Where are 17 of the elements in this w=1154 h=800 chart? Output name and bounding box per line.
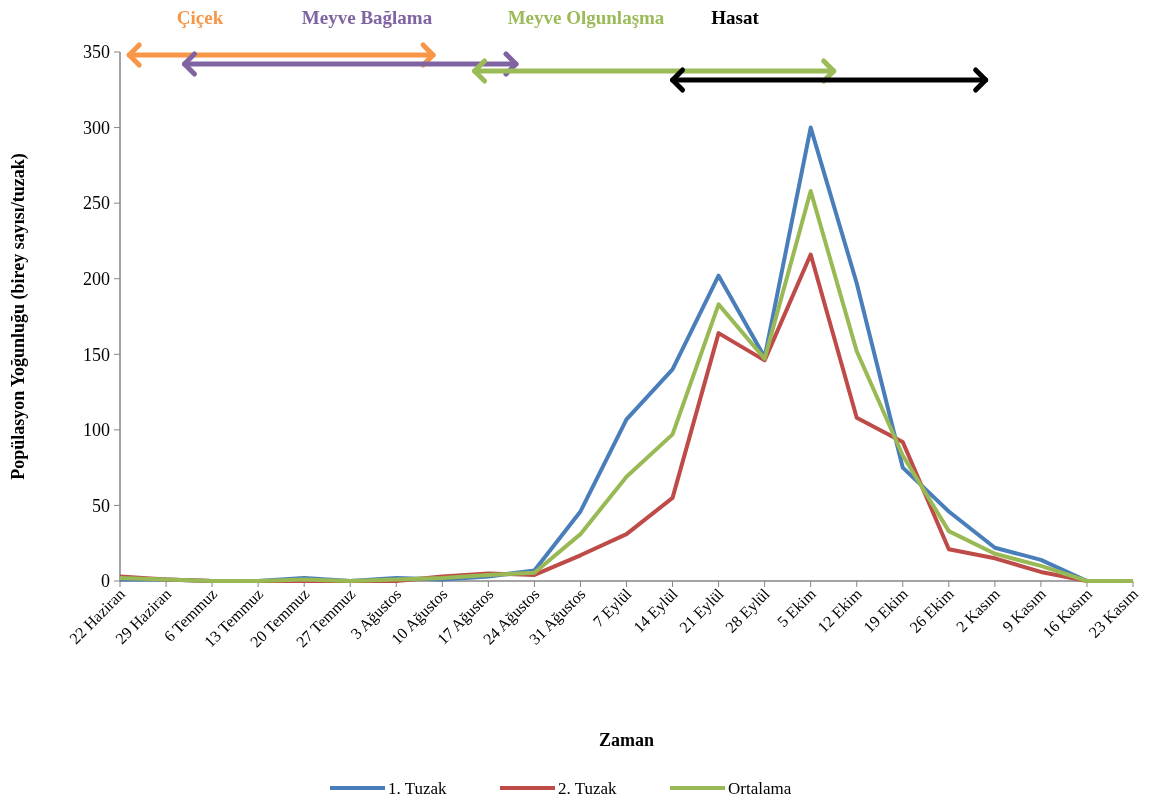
legend-label: 2. Tuzak (558, 778, 618, 798)
y-tick-label: 350 (83, 42, 110, 63)
y-axis-title: Popülasyon Yoğunluğu (birey sayısı/tuzak) (8, 153, 29, 480)
text: Çiçek (176, 7, 224, 28)
legend-label: Ortalama (728, 778, 792, 798)
y-tick-label: 0 (101, 571, 110, 592)
y-tick-label: 100 (83, 420, 110, 441)
text: Meyve Bağlama (301, 7, 433, 28)
legend-label: 1. Tuzak (388, 778, 448, 798)
y-tick-label: 150 (83, 344, 110, 365)
text: Meyve Olgunlaşma (507, 7, 665, 28)
y-tick-label: 200 (83, 269, 110, 290)
y-tick-label: 50 (92, 495, 110, 516)
y-tick-label: 250 (83, 193, 110, 214)
x-axis-title: Zaman (598, 730, 655, 750)
y-tick-label: 300 (83, 117, 110, 138)
text: Hasat (711, 7, 760, 28)
